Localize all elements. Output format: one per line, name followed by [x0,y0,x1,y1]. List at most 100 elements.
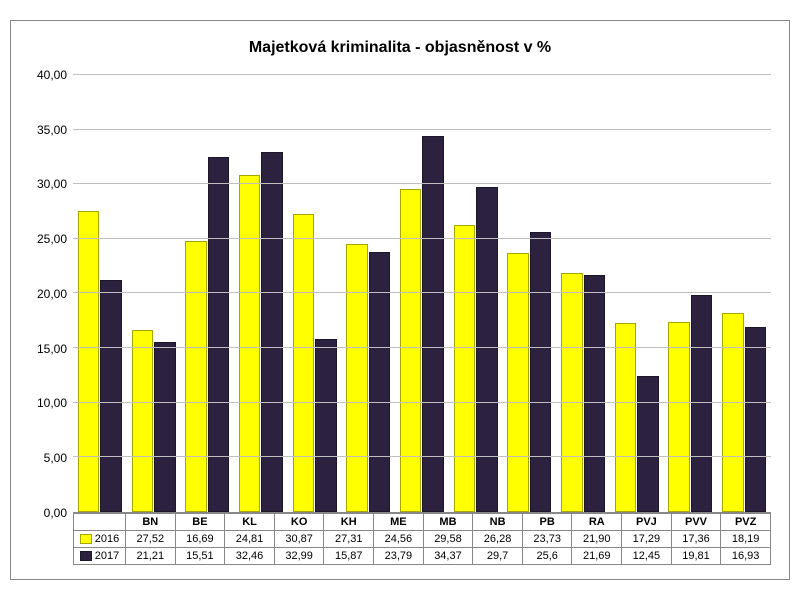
table-value-cell: 32,46 [225,547,275,564]
bar-2017 [745,327,766,512]
legend-series-name: 2017 [95,550,119,562]
legend-swatch-icon [80,551,92,561]
bar-2017 [154,342,175,511]
table-value-cell: 16,69 [175,530,225,547]
table-row: 201721,2115,5132,4632,9915,8723,7934,372… [74,547,771,564]
table-category-header: KL [225,513,275,530]
y-tick-label: 10,00 [37,396,67,410]
y-tick-label: 30,00 [37,177,67,191]
legend-series-name: 2016 [95,533,119,545]
table-value-cell: 12,45 [622,547,672,564]
y-tick-label: 25,00 [37,232,67,246]
bar-2017 [100,280,121,512]
chart-title: Majetková kriminalita - objasněnost v % [29,39,771,57]
table-category-header: RA [572,513,622,530]
grid-line [73,74,771,75]
chart-area: 0,005,0010,0015,0020,0025,0030,0035,0040… [29,75,771,513]
bar-2016 [668,322,689,512]
y-tick-label: 15,00 [37,342,67,356]
table-value-cell: 26,28 [473,530,523,547]
y-tick-label: 20,00 [37,287,67,301]
y-tick-label: 0,00 [44,506,67,520]
bar-2016 [239,175,260,512]
table-value-cell: 21,21 [126,547,176,564]
table-value-cell: 34,37 [423,547,473,564]
legend-cell: 2017 [74,547,126,564]
table-category-header: PVV [671,513,721,530]
y-tick-label: 35,00 [37,123,67,137]
grid-line [73,238,771,239]
table-value-cell: 18,19 [721,530,771,547]
bar-group [664,75,718,512]
table-row: 201627,5216,6924,8130,8727,3124,5629,582… [74,530,771,547]
bar-2017 [369,252,390,512]
bar-group [73,75,127,512]
table-category-header: PVJ [622,513,672,530]
legend-cell: 2016 [74,530,126,547]
bar-2016 [132,330,153,512]
table-value-cell: 17,29 [622,530,672,547]
chart-frame: Majetková kriminalita - objasněnost v % … [10,20,790,580]
table-value-cell: 29,58 [423,530,473,547]
table-value-cell: 27,52 [126,530,176,547]
grid-line [73,456,771,457]
table-value-cell: 24,56 [374,530,424,547]
table-category-header: MB [423,513,473,530]
table-corner-cell [74,513,126,530]
table-category-header: PVZ [721,513,771,530]
data-table: BNBEKLKOKHMEMBNBPBRAPVJPVVPVZ201627,5216… [73,513,771,565]
table-category-header: ME [374,513,424,530]
bar-group [503,75,557,512]
table-value-cell: 19,81 [671,547,721,564]
grid-line [73,129,771,130]
bar-2017 [208,157,229,511]
table-category-header: KO [274,513,324,530]
table-value-cell: 15,51 [175,547,225,564]
table-value-cell: 16,93 [721,547,771,564]
data-table-body: BNBEKLKOKHMEMBNBPBRAPVJPVVPVZ201627,5216… [74,513,771,564]
bar-2017 [691,295,712,511]
bar-2016 [722,313,743,512]
grid-line [73,402,771,403]
table-value-cell: 25,6 [522,547,572,564]
bar-2017 [637,376,658,512]
table-value-cell: 29,7 [473,547,523,564]
bar-group [288,75,342,512]
table-value-cell: 21,69 [572,547,622,564]
grid-line [73,292,771,293]
table-value-cell: 27,31 [324,530,374,547]
bar-2016 [561,273,582,512]
bar-2017 [315,339,336,512]
table-category-header: KH [324,513,374,530]
bar-2017 [261,152,282,512]
bar-2016 [454,225,475,512]
table-category-header: NB [473,513,523,530]
table-value-cell: 32,99 [274,547,324,564]
bar-group [234,75,288,512]
bar-group [556,75,610,512]
table-value-cell: 23,73 [522,530,572,547]
legend-swatch-icon [80,534,92,544]
y-tick-label: 5,00 [44,451,67,465]
table-value-cell: 30,87 [274,530,324,547]
y-tick-label: 40,00 [37,68,67,82]
y-axis: 0,005,0010,0015,0020,0025,0030,0035,0040… [29,75,73,513]
bars-container [73,75,771,512]
plot-area [73,75,771,513]
table-category-header: BN [126,513,176,530]
bar-group [180,75,234,512]
bar-2016 [346,244,367,512]
bar-2016 [78,211,99,512]
bar-group [610,75,664,512]
table-category-header: BE [175,513,225,530]
bar-group [449,75,503,512]
bar-2016 [185,241,206,512]
table-header-row: BNBEKLKOKHMEMBNBPBRAPVJPVVPVZ [74,513,771,530]
bar-2017 [584,275,605,512]
grid-line [73,183,771,184]
grid-line [73,347,771,348]
bar-group [395,75,449,512]
table-value-cell: 21,90 [572,530,622,547]
table-value-cell: 15,87 [324,547,374,564]
table-category-header: PB [522,513,572,530]
